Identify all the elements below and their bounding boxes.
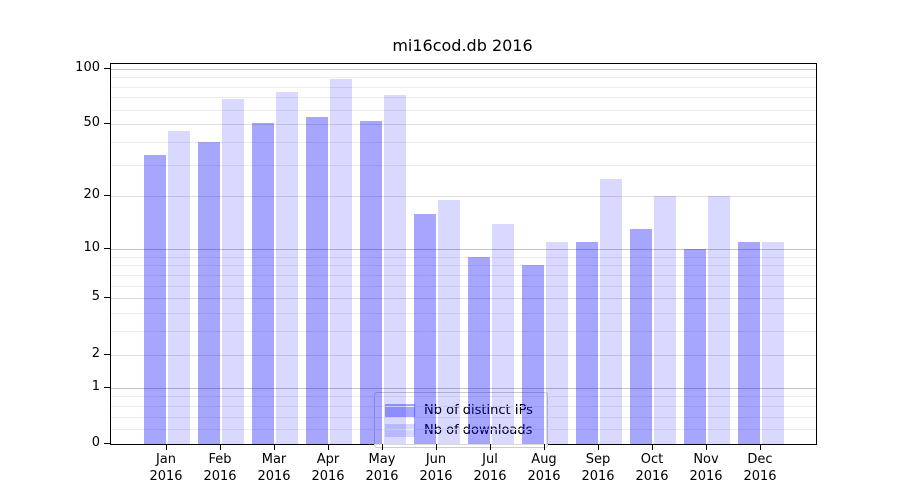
minor-gridline bbox=[111, 142, 816, 143]
minor-gridline bbox=[111, 405, 816, 407]
y-tick-label: 10 bbox=[83, 240, 100, 255]
bar-distinct-ips bbox=[684, 249, 706, 444]
y-tick-mark bbox=[104, 443, 111, 444]
x-tick-mark bbox=[274, 444, 275, 450]
minor-gridline bbox=[111, 331, 816, 333]
x-tick-label: May 2016 bbox=[365, 452, 399, 484]
bar-distinct-ips bbox=[252, 122, 274, 444]
minor-gridline bbox=[111, 416, 816, 418]
x-tick-label: Nov 2016 bbox=[689, 452, 723, 484]
x-tick-label: Dec 2016 bbox=[743, 452, 777, 484]
y-tick-mark bbox=[104, 67, 111, 69]
y-tick-label: 50 bbox=[83, 115, 100, 131]
x-tick-label: Oct 2016 bbox=[635, 452, 669, 484]
minor-gridline bbox=[111, 285, 816, 287]
x-tick-mark bbox=[544, 444, 545, 450]
minor-gridline bbox=[111, 265, 816, 267]
x-tick-mark bbox=[760, 444, 761, 450]
y-tick-mark bbox=[104, 123, 111, 125]
bar-downloads bbox=[654, 196, 676, 444]
y-tick-label: 20 bbox=[83, 187, 100, 203]
x-tick-label: Jan 2016 bbox=[149, 452, 183, 484]
y-tick-label: 2 bbox=[91, 345, 100, 361]
y-tick-label: 0 bbox=[91, 435, 100, 450]
bar-distinct-ips bbox=[576, 241, 598, 444]
chart-title: mi16cod.db 2016 bbox=[392, 36, 533, 55]
x-tick-label: Jun 2016 bbox=[419, 452, 453, 484]
major-gridline bbox=[111, 354, 816, 356]
bar-distinct-ips bbox=[144, 154, 166, 444]
bar-downloads bbox=[222, 98, 244, 444]
x-tick-mark bbox=[328, 444, 329, 450]
bar-downloads bbox=[330, 79, 352, 444]
bar-distinct-ips bbox=[522, 265, 544, 444]
minor-gridline bbox=[111, 77, 816, 79]
bar-downloads bbox=[168, 130, 190, 444]
minor-gridline bbox=[111, 109, 816, 111]
y-tick-label: 1 bbox=[91, 378, 100, 394]
x-tick-label: Mar 2016 bbox=[257, 452, 291, 484]
bar-downloads bbox=[762, 241, 784, 444]
bar-downloads bbox=[438, 200, 460, 444]
bar-distinct-ips bbox=[414, 213, 436, 444]
y-tick-mark bbox=[104, 248, 111, 249]
x-tick-mark bbox=[490, 444, 491, 450]
x-tick-mark bbox=[166, 444, 167, 450]
bar-downloads bbox=[276, 91, 298, 444]
y-tick-label: 100 bbox=[75, 59, 100, 75]
x-tick-mark bbox=[706, 444, 707, 450]
bar-downloads bbox=[708, 196, 730, 444]
major-gridline bbox=[111, 298, 816, 300]
minor-gridline bbox=[111, 86, 816, 88]
bar-distinct-ips bbox=[360, 121, 382, 444]
bar-downloads bbox=[600, 179, 622, 444]
major-gridline bbox=[111, 68, 816, 70]
x-tick-mark bbox=[652, 444, 653, 450]
y-tick-mark bbox=[104, 386, 111, 388]
x-tick-label: Aug 2016 bbox=[527, 452, 561, 484]
major-gridline bbox=[111, 196, 816, 198]
minor-gridline bbox=[111, 429, 816, 431]
bar-downloads bbox=[492, 223, 514, 444]
y-tick-label: 5 bbox=[91, 289, 100, 305]
x-tick-mark bbox=[436, 444, 437, 450]
minor-gridline bbox=[111, 97, 816, 99]
minor-gridline bbox=[111, 164, 816, 166]
minor-gridline bbox=[111, 274, 816, 276]
minor-gridline bbox=[111, 313, 816, 315]
x-tick-label: Apr 2016 bbox=[311, 452, 345, 484]
minor-gridline bbox=[111, 396, 816, 398]
bar-downloads bbox=[384, 95, 406, 444]
bar-distinct-ips bbox=[198, 142, 220, 444]
bar-distinct-ips bbox=[468, 256, 490, 444]
major-gridline bbox=[111, 387, 816, 389]
x-tick-label: Feb 2016 bbox=[203, 452, 237, 484]
major-gridline bbox=[111, 124, 816, 126]
y-tick-mark bbox=[104, 195, 111, 197]
x-tick-mark bbox=[220, 444, 221, 450]
bar-distinct-ips bbox=[306, 116, 328, 444]
plot-area: Nb of distinct IPs Nb of downloads bbox=[110, 63, 817, 448]
x-tick-mark bbox=[382, 444, 383, 450]
x-tick-mark bbox=[598, 444, 599, 450]
bar-distinct-ips bbox=[738, 241, 760, 444]
y-tick-mark bbox=[104, 353, 111, 355]
minor-gridline bbox=[111, 256, 816, 258]
bar-distinct-ips bbox=[630, 229, 652, 444]
bar-downloads bbox=[546, 241, 568, 444]
y-tick-mark bbox=[104, 297, 111, 299]
x-tick-label: Sep 2016 bbox=[581, 452, 615, 484]
major-gridline bbox=[111, 249, 816, 250]
x-tick-label: Jul 2016 bbox=[473, 452, 507, 484]
